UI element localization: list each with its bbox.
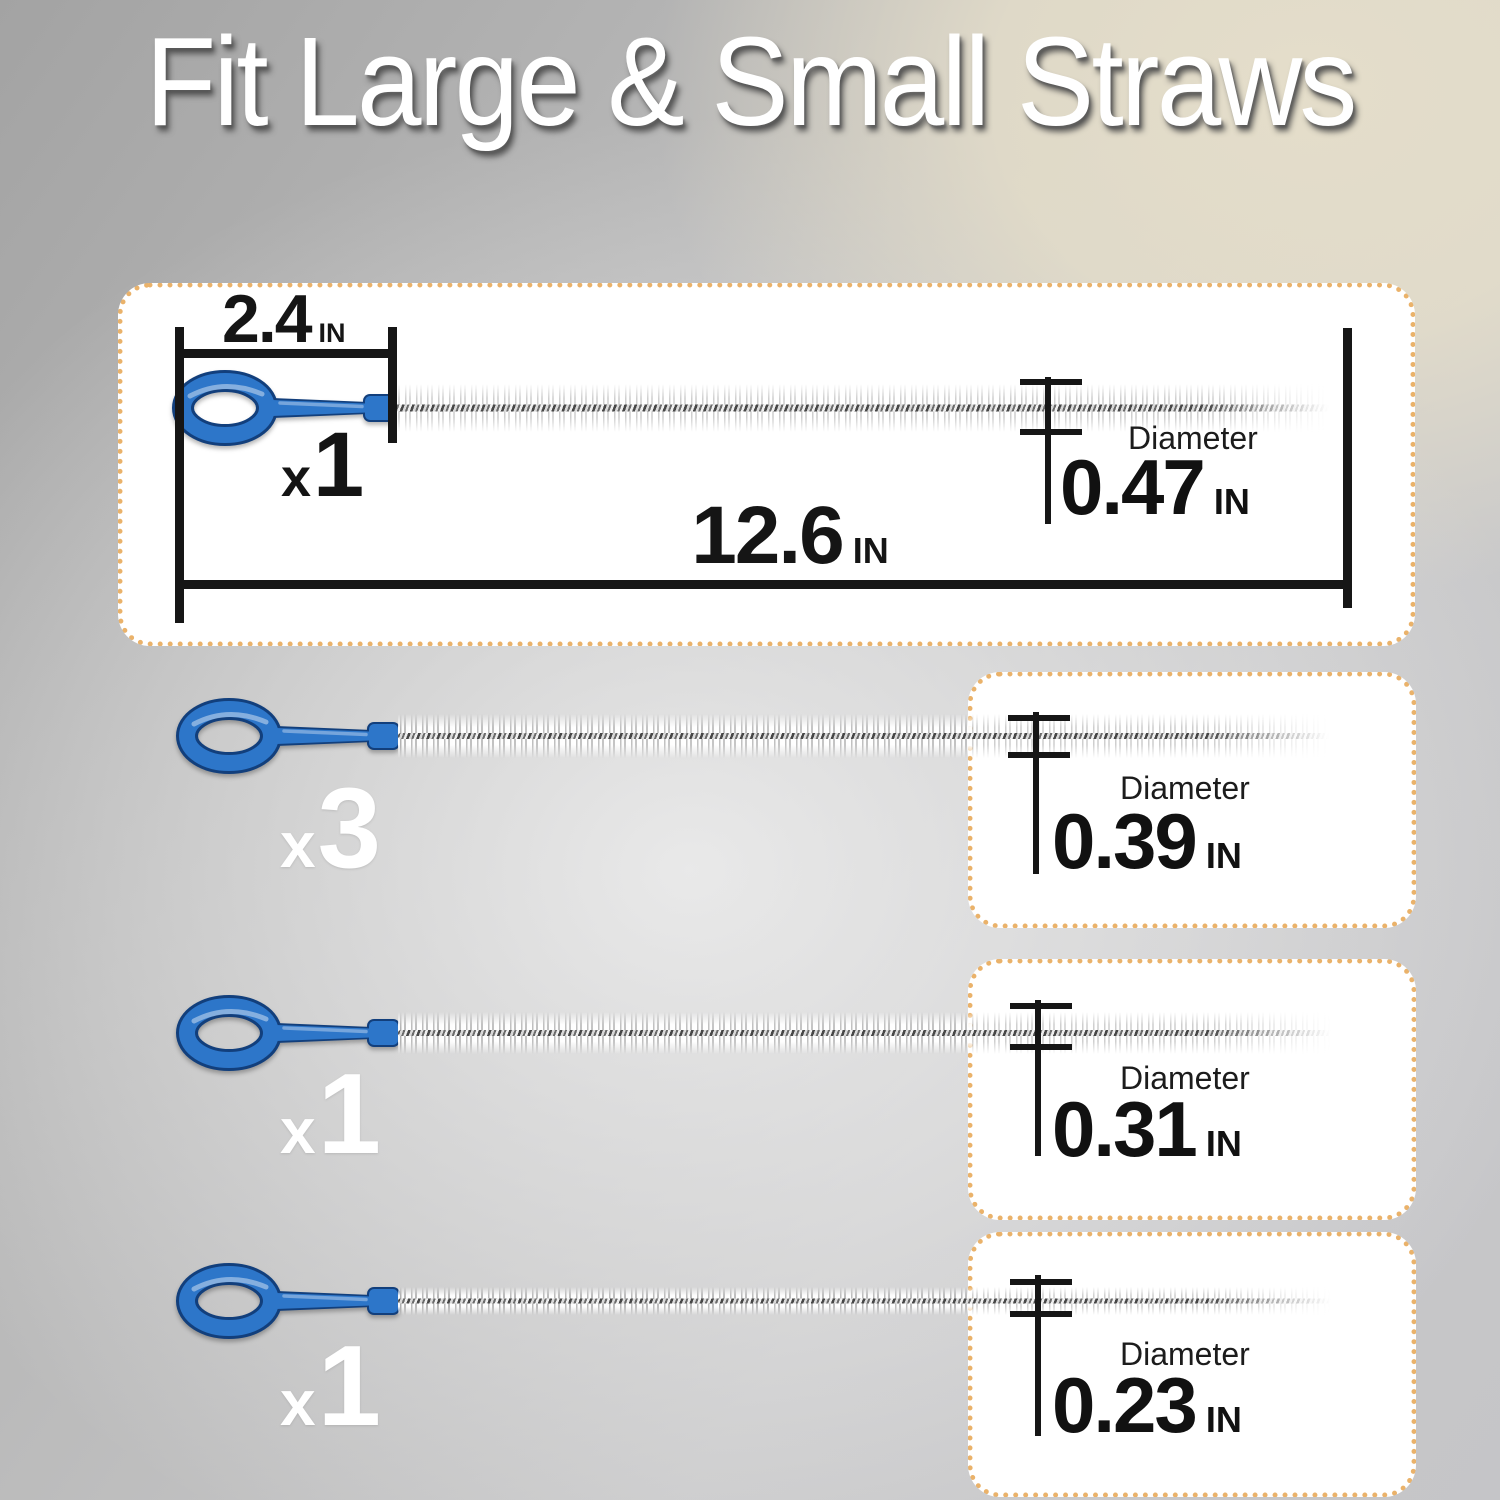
diameter-number: 0.31 xyxy=(1052,1085,1198,1173)
quantity-number: 1 xyxy=(313,414,365,516)
brush-handle xyxy=(176,698,400,774)
handle-length-line xyxy=(180,349,395,358)
diameter-panel-4 xyxy=(968,1232,1416,1497)
diameter-caliper-line xyxy=(1035,1000,1041,1156)
handle-length-right-tick xyxy=(388,327,397,443)
diameter-value: 0.23 IN xyxy=(1052,1361,1242,1449)
bristle-wire xyxy=(398,1298,1340,1304)
brush-bristles xyxy=(398,1012,1340,1054)
quantity-x: x xyxy=(280,809,316,881)
total-length-unit: IN xyxy=(852,530,889,571)
total-length-right-tick xyxy=(1343,328,1352,608)
brush-bristles xyxy=(392,384,1338,432)
handle-length-value: 2.4 xyxy=(222,281,313,357)
diameter-caliper-bottom-bar xyxy=(1020,429,1082,435)
measure-left-tick xyxy=(175,327,184,623)
quantity-label: x 1 xyxy=(280,1323,381,1450)
diameter-label: Diameter xyxy=(1120,1060,1250,1096)
total-length-line xyxy=(180,580,1352,589)
brush-handle xyxy=(176,995,400,1071)
brush-bristles xyxy=(398,1287,1340,1315)
diameter-unit: IN xyxy=(1205,835,1242,876)
total-length-label: 12.6 IN xyxy=(620,490,960,581)
diameter-caliper-bottom-bar xyxy=(1008,752,1070,758)
bristle-wire xyxy=(398,733,1338,739)
quantity-x: x xyxy=(281,448,312,508)
diameter-label: Diameter xyxy=(1120,770,1250,806)
diameter-unit: IN xyxy=(1213,481,1250,522)
quantity-number: 1 xyxy=(317,1051,381,1178)
quantity-x: x xyxy=(280,1095,316,1167)
diameter-caliper-top-bar xyxy=(1008,715,1070,721)
diameter-caliper-line xyxy=(1045,377,1051,524)
quantity-label: x 1 xyxy=(281,414,365,516)
handle-length-unit: IN xyxy=(318,318,346,348)
diameter-value: 0.39 IN xyxy=(1052,797,1242,885)
diameter-label: Diameter xyxy=(1128,420,1258,456)
diameter-caliper-top-bar xyxy=(1010,1279,1072,1285)
diameter-caliper-line xyxy=(1035,1275,1041,1436)
diameter-caliper-bottom-bar xyxy=(1010,1311,1072,1317)
page-title: Fit Large & Small Straws xyxy=(145,11,1357,152)
diameter-value: 0.31 IN xyxy=(1052,1085,1242,1173)
diameter-caliper-top-bar xyxy=(1010,1003,1072,1009)
diameter-caliper-top-bar xyxy=(1020,379,1082,385)
quantity-x: x xyxy=(280,1367,316,1439)
brush-handle xyxy=(172,370,396,446)
bristle-wire xyxy=(392,404,1338,412)
brush-bristles xyxy=(398,714,1338,758)
diameter-unit: IN xyxy=(1205,1123,1242,1164)
diameter-unit: IN xyxy=(1205,1399,1242,1440)
handle-length-label: 2.4 IN xyxy=(222,281,346,357)
quantity-label: x 1 xyxy=(280,1051,381,1178)
diameter-number: 0.23 xyxy=(1052,1361,1198,1449)
diameter-number: 0.47 xyxy=(1060,443,1206,531)
total-length-value: 12.6 xyxy=(691,490,845,581)
diameter-number: 0.39 xyxy=(1052,797,1198,885)
brush-handle xyxy=(176,1263,400,1339)
quantity-number: 3 xyxy=(317,765,381,892)
diameter-value: 0.47 IN xyxy=(1060,443,1250,531)
diameter-label: Diameter xyxy=(1120,1336,1250,1372)
diameter-caliper-line xyxy=(1033,712,1039,874)
diameter-panel-3 xyxy=(968,959,1416,1220)
diameter-caliper-bottom-bar xyxy=(1010,1044,1072,1050)
quantity-number: 1 xyxy=(317,1323,381,1450)
bristle-wire xyxy=(398,1030,1340,1036)
quantity-label: x 3 xyxy=(280,765,381,892)
